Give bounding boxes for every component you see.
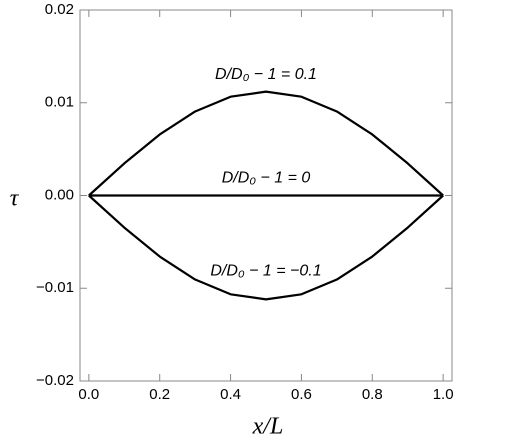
curve-annotation: D/D₀ − 1 = 0.1 bbox=[215, 66, 317, 83]
x-tick-label: 0.6 bbox=[291, 386, 312, 403]
x-axis-label: x/L bbox=[252, 414, 284, 440]
x-tick-label: 0.8 bbox=[362, 386, 383, 403]
x-tick-label: 0.4 bbox=[220, 386, 241, 403]
y-tick-label: 0.02 bbox=[45, 1, 74, 18]
curve-annotation: D/D₀ − 1 = 0 bbox=[222, 170, 311, 187]
y-tick-label: −0.02 bbox=[36, 372, 74, 389]
y-tick-label: 0.01 bbox=[45, 94, 74, 111]
curve-annotation: D/D₀ − 1 = −0.1 bbox=[210, 263, 321, 280]
y-tick-label: −0.01 bbox=[36, 279, 74, 296]
series-line bbox=[88, 194, 444, 301]
series-line bbox=[88, 90, 444, 197]
x-tick-label: 0.0 bbox=[78, 386, 99, 403]
x-tick-label: 1.0 bbox=[433, 386, 454, 403]
y-axis-label: τ bbox=[10, 186, 20, 212]
y-tick-label: 0.00 bbox=[45, 186, 74, 203]
x-tick-label: 0.2 bbox=[149, 386, 170, 403]
